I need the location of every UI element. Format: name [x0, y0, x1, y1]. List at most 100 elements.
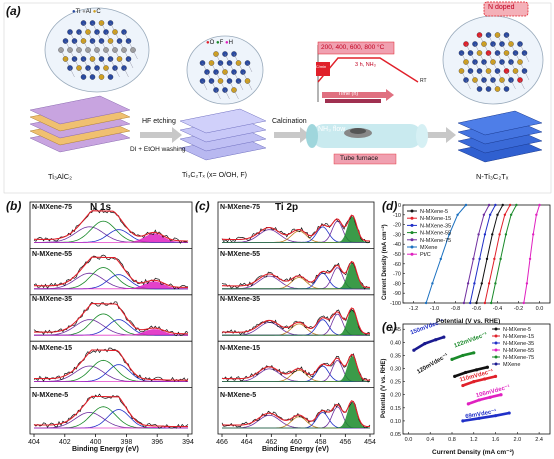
legend-marker [410, 252, 414, 256]
series-line [463, 204, 490, 304]
x-tick-label: 466 [216, 439, 228, 446]
panel-d-ylabel: Current Density (mA cm⁻²) [382, 224, 388, 300]
series-line [484, 204, 511, 304]
series-point [448, 233, 451, 236]
series-point [538, 203, 541, 207]
legend-entry: N-MXene-35 [420, 223, 451, 229]
panel-b-plot: 404 402 400 398 396 394 [28, 201, 194, 446]
series-point [424, 301, 428, 305]
panel-c-trace-label: N-MXene-55 [220, 251, 261, 258]
panel-b-xlabel: Binding Energy (eV) [72, 446, 139, 453]
x-tick-label: 2.4 [535, 437, 543, 443]
y-tick-label: -10 [393, 213, 401, 219]
series-point [498, 233, 501, 236]
series-point [478, 257, 481, 261]
legend-entry: N-MXene-5 [503, 327, 531, 333]
legend-ti-al-c: ●Ti ●Al ●C [72, 9, 101, 15]
step-hf-etching: HF etching [142, 118, 176, 125]
fit-component [222, 216, 370, 243]
legend-marker [410, 209, 414, 213]
fit-component [222, 309, 370, 336]
y-tick-label: 0 [398, 203, 401, 209]
legend-marker [494, 341, 498, 345]
series-point [515, 203, 518, 207]
panel-c-trace-label: N-MXene-15 [220, 345, 261, 352]
series-point [431, 282, 434, 285]
n-ti3c2tx-layers [457, 110, 543, 163]
legend-entry: N-MXene-15 [420, 216, 451, 222]
legend-marker [410, 231, 414, 235]
panel-e-label: (e) [382, 320, 397, 334]
series-point [477, 233, 480, 236]
series-point [494, 282, 497, 285]
fit-envelope [34, 210, 188, 242]
series-point [496, 213, 499, 216]
arrow-calcination [274, 127, 310, 143]
series-line [523, 204, 540, 304]
series-point [493, 414, 498, 418]
time-axis-label: Time (h) [338, 91, 359, 97]
y-tick-label: 0.20 [390, 393, 401, 399]
series-point [453, 374, 457, 378]
series-point [423, 342, 427, 346]
series-point [473, 282, 476, 285]
material-ti3c2tx: Ti₃C₂Tₓ (x= O/OH, F) [182, 172, 247, 179]
x-tick-label: -0.6 [472, 306, 481, 312]
series-line [425, 204, 467, 304]
panel-c-plot: 466 464 462 460 458 456 454 [216, 201, 376, 446]
fit-envelope [222, 353, 371, 381]
y-tick-label: -100 [390, 301, 401, 307]
fit-component [222, 402, 370, 429]
y-tick-label: 0.25 [390, 380, 401, 386]
panel-d-label: (d) [382, 199, 398, 213]
y-tick-label: -20 [393, 223, 401, 229]
series-point [461, 383, 465, 388]
fit-envelope [222, 400, 371, 428]
panel-b-trace-label: N-MXene-75 [32, 204, 73, 211]
ti3c2tx-layers [179, 108, 267, 161]
x-tick-label: 0.8 [448, 437, 456, 443]
series-point [507, 411, 511, 415]
series-point [488, 213, 492, 216]
series-point [485, 257, 489, 261]
series-line [469, 204, 496, 304]
n-doped-tag [483, 1, 529, 17]
series-point [434, 338, 438, 342]
temps-box [317, 41, 395, 55]
fit-envelope [222, 214, 371, 242]
panel-b-trace-label: N-MXene-5 [32, 392, 69, 399]
y-tick-label: -30 [393, 232, 401, 238]
tube-furnace-label: Tube furnace [340, 155, 379, 162]
lattice-atom [485, 86, 492, 92]
legend-entry: N-MXene-55 [503, 348, 534, 354]
series-point [461, 353, 465, 358]
fit-envelope [34, 349, 188, 381]
series-point [412, 348, 416, 352]
panel-c-title: Ti 2p [275, 202, 299, 213]
y-tick-label: -40 [393, 242, 401, 248]
x-tick-label: 460 [290, 439, 302, 446]
panel-c-xlabel: Binding Energy (eV) [262, 446, 329, 453]
fit-component [222, 263, 370, 290]
panel-a-frame [3, 2, 552, 194]
y-tick-label: -50 [393, 252, 401, 258]
series-point [509, 213, 513, 216]
x-tick-label: 394 [182, 439, 194, 446]
series-point [528, 257, 532, 261]
series-point [472, 351, 476, 355]
y-tick-label: 0.15 [390, 406, 401, 412]
series-point [466, 402, 470, 406]
tafel-series [467, 393, 503, 406]
tafel-series [453, 365, 489, 378]
raw-spectrum [221, 353, 371, 383]
panel-d-plot: -1.2 -1.0 -0.8 -0.6 -0.4 -0.2 0.0 0 -10 -20 -30 -40… [390, 203, 551, 312]
series-point [439, 257, 442, 261]
legend-marker [494, 348, 498, 352]
lattice-atom [503, 86, 510, 92]
fit-envelope [34, 395, 188, 428]
y-tick-label: 0.30 [390, 367, 401, 373]
series-point [482, 213, 486, 216]
x-tick-label: 398 [121, 439, 133, 446]
series-point [450, 357, 454, 361]
series-point [464, 203, 468, 207]
